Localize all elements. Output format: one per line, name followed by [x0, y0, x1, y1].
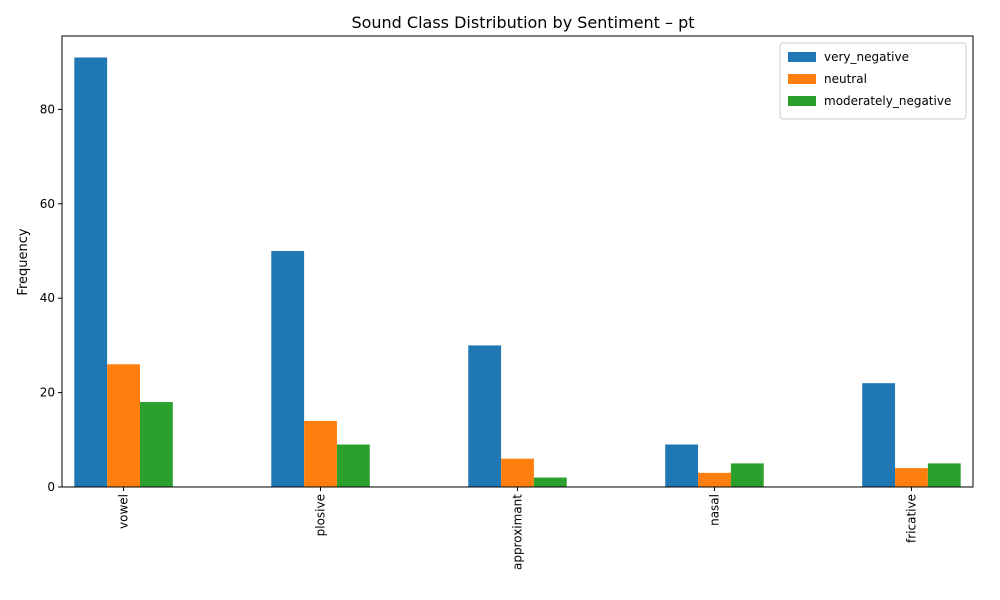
legend-label-very_negative: very_negative: [824, 50, 909, 64]
bar-moderately_negative-vowel: [139, 402, 173, 487]
legend-swatch-moderately_negative: [788, 96, 816, 106]
y-tick-label: 0: [47, 480, 55, 494]
x-tick-label-nasal: nasal: [707, 494, 721, 526]
x-axis: vowel plosive approximant nasal fricative: [117, 487, 918, 570]
x-tick-label-approximant: approximant: [511, 494, 525, 570]
legend-swatch-very_negative: [788, 52, 816, 62]
bar-neutral-fricative: [895, 468, 928, 487]
bar-neutral-plosive: [304, 420, 337, 487]
plot-frame: [61, 35, 974, 488]
x-tick-label-fricative: fricative: [904, 494, 918, 543]
y-tick-label: 80: [40, 102, 55, 116]
bar-moderately_negative-plosive: [336, 444, 370, 487]
bar-very_negative-plosive: [271, 250, 305, 487]
legend-swatch-neutral: [788, 74, 816, 84]
x-tick-label-vowel: vowel: [117, 494, 131, 529]
x-tick-label-plosive: plosive: [314, 494, 328, 536]
bars-layer: [74, 57, 961, 487]
bar-very_negative-approximant: [468, 345, 502, 487]
bar-neutral-nasal: [698, 472, 731, 487]
y-tick-label: 60: [40, 197, 55, 211]
bar-very_negative-nasal: [665, 444, 699, 487]
y-tick-label: 20: [40, 386, 55, 400]
chart-title: Sound Class Distribution by Sentiment – …: [351, 13, 694, 32]
legend-label-moderately_negative: moderately_negative: [824, 94, 951, 108]
bar-moderately_negative-approximant: [533, 477, 567, 487]
legend-box: [779, 42, 967, 120]
bar-very_negative-fricative: [862, 383, 896, 487]
legend-label-neutral: neutral: [824, 72, 867, 86]
bar-neutral-approximant: [501, 458, 534, 487]
y-axis-label: Frequency: [16, 228, 31, 295]
bar-moderately_negative-fricative: [927, 463, 961, 487]
bar-moderately_negative-nasal: [730, 463, 764, 487]
bar-very_negative-vowel: [74, 57, 108, 487]
y-axis: 0 20 40 60 80: [40, 102, 62, 494]
bar-neutral-vowel: [107, 364, 140, 487]
y-tick-label: 40: [40, 291, 55, 305]
